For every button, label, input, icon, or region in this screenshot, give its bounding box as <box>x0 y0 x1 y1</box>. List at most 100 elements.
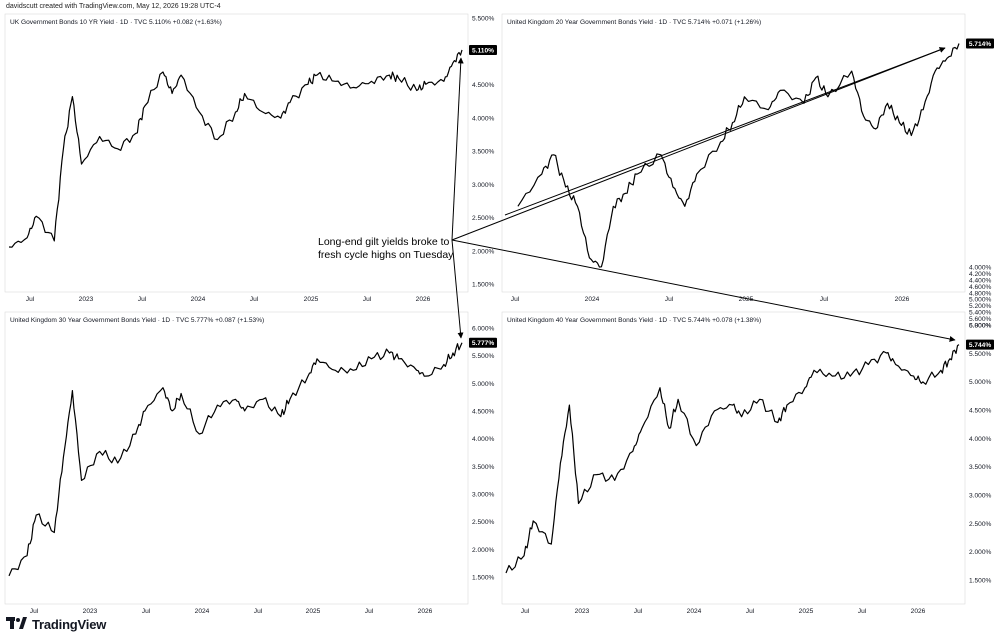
y-tick-label: 3.000% <box>472 492 495 499</box>
y-tick-label: 4.500% <box>969 408 992 415</box>
y-tick-label: 5.200% <box>969 303 992 310</box>
y-tick-label: 5.500% <box>969 351 992 358</box>
x-tick-label: 2024 <box>191 296 206 303</box>
x-tick-label: 2023 <box>575 608 590 615</box>
y-tick-label: 6.000% <box>969 323 992 330</box>
chart-header-credit: davidscutt created with TradingView.com,… <box>6 3 221 10</box>
plot-frame <box>4 13 469 293</box>
last-value-label: 5.714% <box>969 41 992 48</box>
x-tick-label: Jul <box>142 608 151 615</box>
series-line <box>505 344 960 574</box>
y-tick-label: 3.500% <box>472 149 495 156</box>
y-tick-label: 6.000% <box>472 326 495 333</box>
y-tick-label: 3.500% <box>472 464 495 471</box>
x-tick-label: Jul <box>521 608 530 615</box>
y-tick-label: 4.000% <box>472 436 495 443</box>
last-value-label: 5.777% <box>472 340 495 347</box>
y-tick-label: 5.000% <box>472 381 495 388</box>
plot-frame <box>4 311 469 605</box>
footer-brand: TradingView <box>32 616 107 632</box>
series-line <box>8 49 463 248</box>
y-tick-label: 1.500% <box>472 282 495 289</box>
y-tick-label: 3.000% <box>472 182 495 189</box>
y-tick-label: 4.600% <box>969 284 992 291</box>
plot-frame <box>501 13 966 293</box>
y-tick-label: 5.500% <box>472 353 495 360</box>
y-tick-label: 5.500% <box>472 16 495 23</box>
last-value-badge <box>469 44 497 55</box>
chart-panel-4: United Kingdom 40 Year Government Bonds … <box>501 311 994 615</box>
y-tick-label: 4.800% <box>969 290 992 297</box>
x-tick-label: 2023 <box>83 608 98 615</box>
chart-title: United Kingdom 30 Year Government Bonds … <box>10 317 264 324</box>
chart-panel-2: United Kingdom 20 Year Government Bonds … <box>501 13 994 330</box>
x-tick-label: Jul <box>634 608 643 615</box>
x-tick-label: Jul <box>820 296 829 303</box>
arrow-to-20y-high <box>451 47 946 241</box>
chart-title: United Kingdom 20 Year Government Bonds … <box>507 19 761 26</box>
tradingview-logo-icon <box>6 617 27 629</box>
series-line <box>517 43 960 268</box>
x-tick-label: 2025 <box>799 608 814 615</box>
y-tick-label: 4.000% <box>969 436 992 443</box>
chart-title: UK Government Bonds 10 YR Yield · 1D · T… <box>10 19 222 26</box>
last-value-label: 5.110% <box>472 47 494 54</box>
y-tick-label: 5.800% <box>969 323 992 330</box>
last-value-badge <box>469 337 497 348</box>
arrow-to-10y-high <box>451 57 464 241</box>
x-tick-label: Jul <box>254 608 263 615</box>
y-tick-label: 1.500% <box>969 578 992 585</box>
chart-panel-1: UK Government Bonds 10 YR Yield · 1D · T… <box>4 13 497 303</box>
trend-line-20y <box>504 47 946 216</box>
annotation-line-2: fresh cycle highs on Tuesday <box>318 249 454 261</box>
x-tick-label: Jul <box>511 296 520 303</box>
last-value-badge <box>966 339 994 350</box>
x-tick-label: Jul <box>858 608 867 615</box>
x-tick-label: 2025 <box>306 608 321 615</box>
y-tick-label: 2.000% <box>472 248 495 255</box>
y-tick-label: 1.500% <box>472 575 495 582</box>
y-tick-label: 5.600% <box>969 316 992 323</box>
y-tick-label: 3.000% <box>969 493 992 500</box>
annotation-line-1: Long-end gilt yields broke to <box>318 236 450 248</box>
arrow-to-30y-high <box>451 239 464 339</box>
y-tick-label: 4.500% <box>472 82 495 89</box>
x-tick-label: 2026 <box>418 608 433 615</box>
y-tick-label: 2.000% <box>472 547 495 554</box>
y-tick-label: 2.000% <box>969 549 992 556</box>
x-tick-label: Jul <box>365 608 374 615</box>
x-tick-label: 2024 <box>687 608 702 615</box>
x-tick-label: Jul <box>746 608 755 615</box>
chart-panel-3: United Kingdom 30 Year Government Bonds … <box>4 311 497 615</box>
arrow-to-40y-high <box>451 239 956 342</box>
x-tick-label: 2026 <box>895 296 910 303</box>
x-tick-label: 2024 <box>585 296 600 303</box>
x-tick-label: 2026 <box>911 608 926 615</box>
y-tick-label: 4.400% <box>969 277 992 284</box>
y-tick-label: 4.500% <box>472 409 495 416</box>
y-tick-label: 5.400% <box>969 310 992 317</box>
tradingview-logo: TradingView <box>6 614 106 634</box>
y-tick-label: 4.000% <box>969 265 992 272</box>
y-tick-label: 5.000% <box>969 297 992 304</box>
y-tick-label: 4.000% <box>472 115 495 122</box>
x-tick-label: Jul <box>30 608 39 615</box>
chart-title: United Kingdom 40 Year Government Bonds … <box>507 317 761 324</box>
plot-frame <box>501 311 966 605</box>
annotation-text: Long-end gilt yields broke to fresh cycl… <box>318 236 458 262</box>
y-tick-label: 5.000% <box>969 379 992 386</box>
x-tick-label: 2024 <box>195 608 210 615</box>
x-tick-label: Jul <box>363 296 372 303</box>
last-value-badge <box>966 38 994 49</box>
x-tick-label: 2023 <box>79 296 94 303</box>
y-tick-label: 2.500% <box>472 519 495 526</box>
x-tick-label: Jul <box>250 296 259 303</box>
x-tick-label: 2025 <box>304 296 319 303</box>
y-tick-label: 2.500% <box>472 215 495 222</box>
x-tick-label: Jul <box>138 296 147 303</box>
x-tick-label: 2025 <box>739 296 754 303</box>
x-tick-label: Jul <box>26 296 35 303</box>
last-value-label: 5.744% <box>969 342 992 349</box>
y-tick-label: 4.200% <box>969 271 992 278</box>
